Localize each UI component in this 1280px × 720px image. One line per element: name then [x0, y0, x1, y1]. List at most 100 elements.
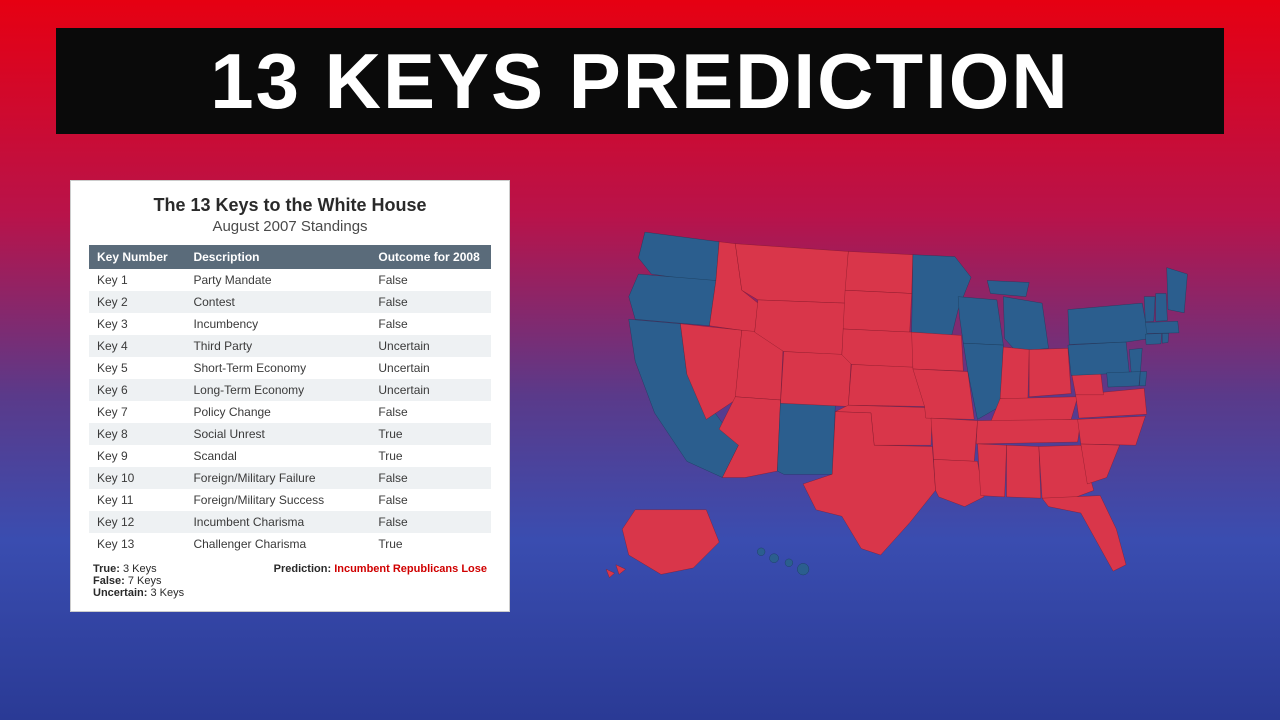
state-in — [1000, 347, 1029, 400]
table-cell: Key 7 — [89, 401, 185, 423]
page-title: 13 KEYS PREDICTION — [76, 42, 1204, 120]
state-pa — [1068, 342, 1129, 376]
us-electoral-map — [590, 190, 1210, 610]
table-cell: Social Unrest — [185, 423, 370, 445]
table-cell: True — [370, 533, 491, 555]
state-nh — [1156, 293, 1168, 321]
table-cell: Incumbency — [185, 313, 370, 335]
state-nd — [845, 251, 913, 293]
title-bar: 13 KEYS PREDICTION — [56, 28, 1224, 134]
table-cell: False — [370, 467, 491, 489]
true-count: 3 Keys — [123, 563, 157, 575]
table-row: Key 2ContestFalse — [89, 291, 491, 313]
table-row: Key 4Third PartyUncertain — [89, 335, 491, 357]
table-cell: Scandal — [185, 445, 370, 467]
table-cell: Incumbent Charisma — [185, 511, 370, 533]
state-de — [1140, 372, 1147, 386]
table-cell: Key 5 — [89, 357, 185, 379]
table-cell: False — [370, 313, 491, 335]
table-summary: True: 3 Keys False: 7 Keys Uncertain: 3 … — [89, 563, 491, 599]
table-cell: Key 3 — [89, 313, 185, 335]
table-cell: Short-Term Economy — [185, 357, 370, 379]
state-ri — [1162, 333, 1168, 343]
table-header-row: Key Number Description Outcome for 2008 — [89, 245, 491, 269]
state-co — [781, 352, 852, 407]
table-row: Key 7Policy ChangeFalse — [89, 401, 491, 423]
table-cell: Party Mandate — [185, 269, 370, 291]
table-cell: False — [370, 489, 491, 511]
prediction-value: Incumbent Republicans Lose — [334, 563, 487, 575]
table-cell: Long-Term Economy — [185, 379, 370, 401]
state-oh — [1029, 348, 1071, 396]
state-mt — [735, 244, 848, 303]
table-row: Key 11Foreign/Military SuccessFalse — [89, 489, 491, 511]
state-sc — [1081, 444, 1120, 484]
table-cell: Key 13 — [89, 533, 185, 555]
state-ct — [1145, 333, 1161, 344]
table-cell: Key 6 — [89, 379, 185, 401]
content-row: The 13 Keys to the White House August 20… — [0, 180, 1280, 720]
state-hi — [757, 548, 809, 575]
table-cell: Key 11 — [89, 489, 185, 511]
table-cell: Key 4 — [89, 335, 185, 357]
table-cell: Key 9 — [89, 445, 185, 467]
table-cell: Key 8 — [89, 423, 185, 445]
table-cell: Foreign/Military Success — [185, 489, 370, 511]
table-cell: False — [370, 291, 491, 313]
state-ia — [912, 332, 964, 371]
state-la — [934, 459, 984, 506]
table-row: Key 10Foreign/Military FailureFalse — [89, 467, 491, 489]
table-row: Key 5Short-Term EconomyUncertain — [89, 357, 491, 379]
table-row: Key 3IncumbencyFalse — [89, 313, 491, 335]
state-al — [1007, 445, 1041, 498]
state-vt — [1144, 297, 1155, 322]
table-cell: Key 1 — [89, 269, 185, 291]
state-md — [1107, 372, 1141, 388]
state-ma — [1145, 321, 1179, 333]
table-cell: Policy Change — [185, 401, 370, 423]
true-label: True: — [93, 563, 120, 575]
state-wi — [958, 297, 1003, 345]
uncertain-count: 3 Keys — [150, 587, 184, 599]
table-cell: False — [370, 269, 491, 291]
state-ak — [606, 510, 719, 578]
table-cell: Key 10 — [89, 467, 185, 489]
state-nj — [1129, 348, 1142, 374]
state-sd — [843, 290, 911, 332]
prediction-label: Prediction: — [274, 563, 331, 575]
keys-table-card: The 13 Keys to the White House August 20… — [70, 180, 510, 612]
table-cell: Third Party — [185, 335, 370, 357]
state-ms — [978, 444, 1007, 497]
table-cell: True — [370, 445, 491, 467]
keys-table: Key Number Description Outcome for 2008 … — [89, 245, 491, 555]
state-nm — [777, 400, 835, 474]
table-cell: Contest — [185, 291, 370, 313]
state-nc — [1078, 416, 1146, 445]
table-cell: True — [370, 423, 491, 445]
false-label: False: — [93, 575, 125, 587]
table-cell: False — [370, 511, 491, 533]
col-outcome: Outcome for 2008 — [370, 245, 491, 269]
table-title: The 13 Keys to the White House — [89, 195, 491, 216]
table-row: Key 8Social UnrestTrue — [89, 423, 491, 445]
table-row: Key 9ScandalTrue — [89, 445, 491, 467]
false-count: 7 Keys — [128, 575, 162, 587]
table-cell: False — [370, 401, 491, 423]
state-ar — [931, 418, 978, 461]
table-row: Key 1Party MandateFalse — [89, 269, 491, 291]
col-description: Description — [185, 245, 370, 269]
table-row: Key 12Incumbent CharismaFalse — [89, 511, 491, 533]
table-subtitle: August 2007 Standings — [89, 218, 491, 235]
state-tn — [976, 419, 1081, 444]
table-cell: Foreign/Military Failure — [185, 467, 370, 489]
uncertain-label: Uncertain: — [93, 587, 147, 599]
table-cell: Uncertain — [370, 357, 491, 379]
state-fl — [1042, 496, 1126, 572]
table-cell: Uncertain — [370, 379, 491, 401]
table-cell: Uncertain — [370, 335, 491, 357]
state-me — [1167, 268, 1188, 313]
state-ne — [842, 329, 913, 368]
state-ky — [990, 397, 1077, 423]
table-cell: Key 2 — [89, 291, 185, 313]
summary-prediction: Prediction: Incumbent Republicans Lose — [274, 563, 487, 599]
